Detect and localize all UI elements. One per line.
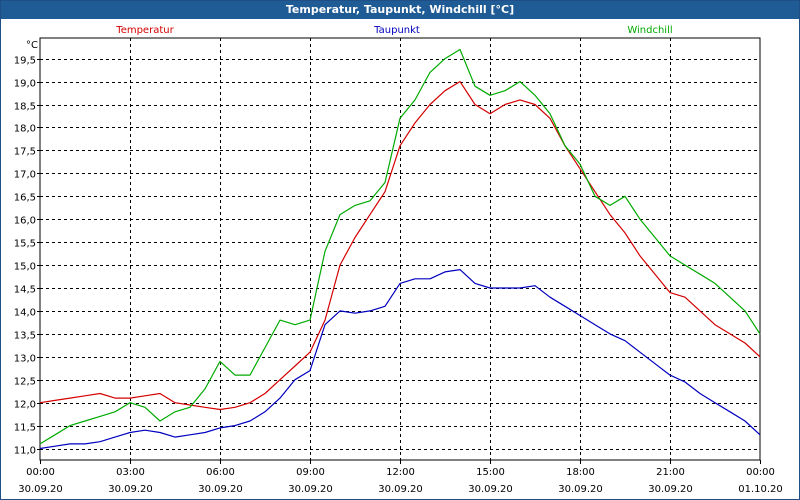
y-tick-label: 15,5 xyxy=(14,239,36,250)
x-tick-label-date: 01.10.20 xyxy=(738,484,783,495)
x-tick-label-time: 06:00 xyxy=(206,467,235,478)
x-tick-label-date: 30.09.20 xyxy=(378,484,423,495)
series-line-windchill xyxy=(39,48,761,445)
y-tick-label: 13,0 xyxy=(14,354,36,365)
y-tick-label: 18,5 xyxy=(14,102,36,113)
y-tick-label: 11,0 xyxy=(14,446,36,457)
y-tick-label: 15,0 xyxy=(14,262,36,273)
series-line-taupunkt xyxy=(39,269,761,450)
x-tick-label-time: 00:00 xyxy=(746,467,775,478)
x-tick-label-time: 18:00 xyxy=(566,467,595,478)
y-tick-label: 18,0 xyxy=(14,124,36,135)
y-axis-unit: °C xyxy=(26,40,38,51)
legend-windchill: Windchill xyxy=(627,25,672,36)
y-tick-label: 12,5 xyxy=(14,377,36,388)
x-tick-label-date: 30.09.20 xyxy=(18,484,63,495)
legend-taupunkt: Taupunkt xyxy=(373,25,420,36)
x-tick-label-date: 30.09.20 xyxy=(648,484,693,495)
x-tick-label-time: 21:00 xyxy=(656,467,685,478)
y-tick-label: 19,5 xyxy=(14,56,36,67)
x-tick-label-date: 30.09.20 xyxy=(288,484,333,495)
y-tick-label: 12,0 xyxy=(14,400,36,411)
y-tick-label: 13,5 xyxy=(14,331,36,342)
y-tick-label: 16,5 xyxy=(14,193,36,204)
x-tick-label-time: 00:00 xyxy=(26,467,55,478)
x-tick-label-date: 30.09.20 xyxy=(558,484,603,495)
y-tick-label: 14,5 xyxy=(14,285,36,296)
y-tick-label: 17,5 xyxy=(14,147,36,158)
series-line-temperatur xyxy=(39,80,761,411)
x-tick-label-time: 03:00 xyxy=(116,467,145,478)
x-tick-label-date: 30.09.20 xyxy=(198,484,243,495)
y-tick-label: 17,0 xyxy=(14,170,36,181)
chart-title: Temperatur, Taupunkt, Windchill [°C] xyxy=(1,1,799,19)
x-tick-label-time: 12:00 xyxy=(386,467,415,478)
x-tick-label-time: 15:00 xyxy=(476,467,505,478)
x-tick-label-date: 30.09.20 xyxy=(468,484,513,495)
y-tick-label: 14,0 xyxy=(14,308,36,319)
y-tick-label: 11,5 xyxy=(14,423,36,434)
x-tick-label-time: 09:00 xyxy=(296,467,325,478)
legend-temperatur: Temperatur xyxy=(115,25,174,36)
x-tick-label-date: 30.09.20 xyxy=(108,484,153,495)
y-tick-label: 16,0 xyxy=(14,216,36,227)
y-tick-label: 19,0 xyxy=(14,79,36,90)
